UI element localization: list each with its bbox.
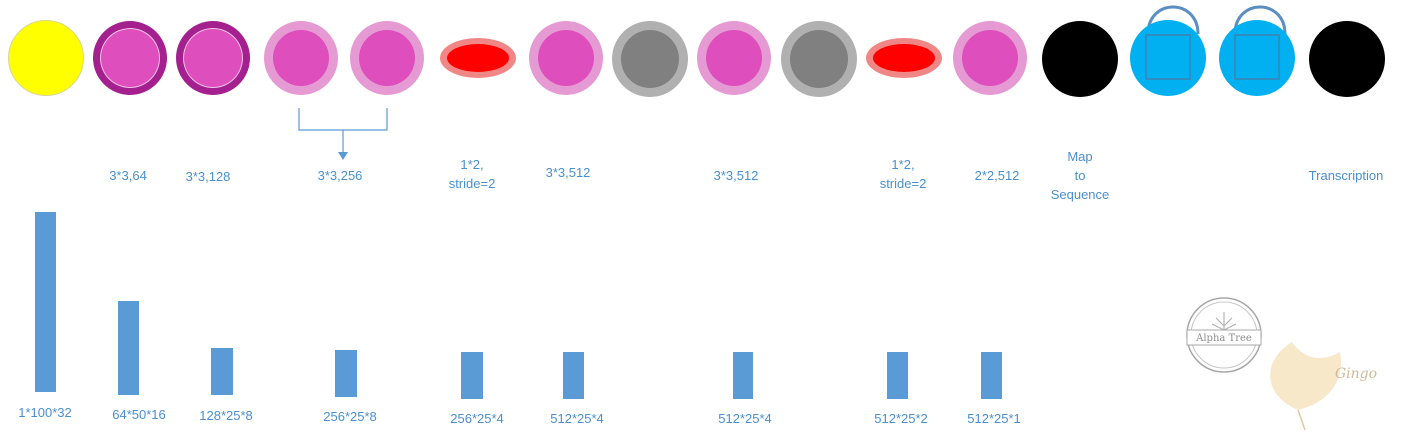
pool2-label-line1: 1*2, (891, 157, 915, 172)
recurrent-nodes (1130, 5, 1295, 96)
feature-map-bar-5 (461, 352, 483, 399)
map-label-line3: Sequence (1050, 187, 1110, 202)
feature-map-bar-2 (118, 301, 139, 395)
feature-map-label-4: 256*25*8 (323, 409, 377, 424)
conv3-bracket (298, 108, 388, 160)
feature-map-label-1: 1*100*32 (18, 405, 72, 420)
feature-map-bar-9 (981, 352, 1002, 399)
conv4-label: 3*3,512 (545, 165, 591, 180)
conv3a-node (264, 21, 338, 95)
pool1-label-line1: 1*2, (460, 157, 484, 172)
feature-map-label-6: 512*25*4 (550, 411, 604, 426)
pool1-node (440, 38, 516, 78)
feature-map-label-3: 128*25*8 (199, 408, 253, 423)
pool1-label-line2: stride=2 (448, 176, 496, 191)
gingo-logo: Gingo (1270, 342, 1377, 431)
map-to-sequence-label: Map to Sequence (1051, 147, 1110, 204)
pool2-label-line2: stride=2 (879, 176, 927, 191)
batchnorm1-node (612, 21, 688, 97)
map-label-line2: to (1074, 168, 1086, 183)
feature-map-label-9: 512*25*1 (967, 411, 1021, 426)
pool2-node (866, 38, 942, 78)
feature-map-label-5: 256*25*4 (450, 411, 504, 426)
lstm2-node (1219, 5, 1295, 96)
feature-map-label-8: 512*25*2 (874, 411, 928, 426)
conv2-node (176, 21, 250, 95)
alpha-tree-text: Alpha Tree (1195, 333, 1252, 344)
gingo-text: Gingo (1335, 366, 1377, 382)
pool1-label: 1*2, stride=2 (449, 155, 496, 193)
conv1-node (93, 21, 167, 95)
input-node (8, 20, 84, 96)
feature-map-label-7: 512*25*4 (718, 411, 772, 426)
pool2-label: 1*2, stride=2 (880, 155, 927, 193)
lstm1-node (1130, 5, 1206, 96)
conv4-node (529, 21, 603, 95)
alpha-tree-logo: Alpha Tree (1186, 297, 1262, 373)
transcription-label: Transcription (1308, 168, 1384, 183)
conv6-node (953, 21, 1027, 95)
conv5-node (697, 21, 771, 95)
conv5-label: 3*3,512 (713, 168, 759, 183)
feature-map-bar-8 (887, 352, 908, 399)
conv3-label: 3*3,256 (317, 168, 363, 183)
conv3b-node (350, 21, 424, 95)
feature-map-label-2: 64*50*16 (112, 407, 166, 422)
feature-map-bar-6 (563, 352, 584, 399)
conv1-label: 3*3,64 (109, 168, 147, 183)
map-label-line1: Map (1067, 149, 1093, 164)
feature-map-bar-1 (35, 212, 56, 392)
feature-map-bar-3 (211, 348, 233, 395)
transcription-node (1309, 21, 1385, 97)
batchnorm2-node (781, 21, 857, 97)
conv2-label: 3*3,128 (185, 169, 231, 184)
conv6-label: 2*2,512 (974, 168, 1020, 183)
feature-map-bar-7 (733, 352, 753, 399)
feature-map-bar-4 (335, 350, 357, 397)
map-to-sequence-node (1042, 21, 1118, 97)
